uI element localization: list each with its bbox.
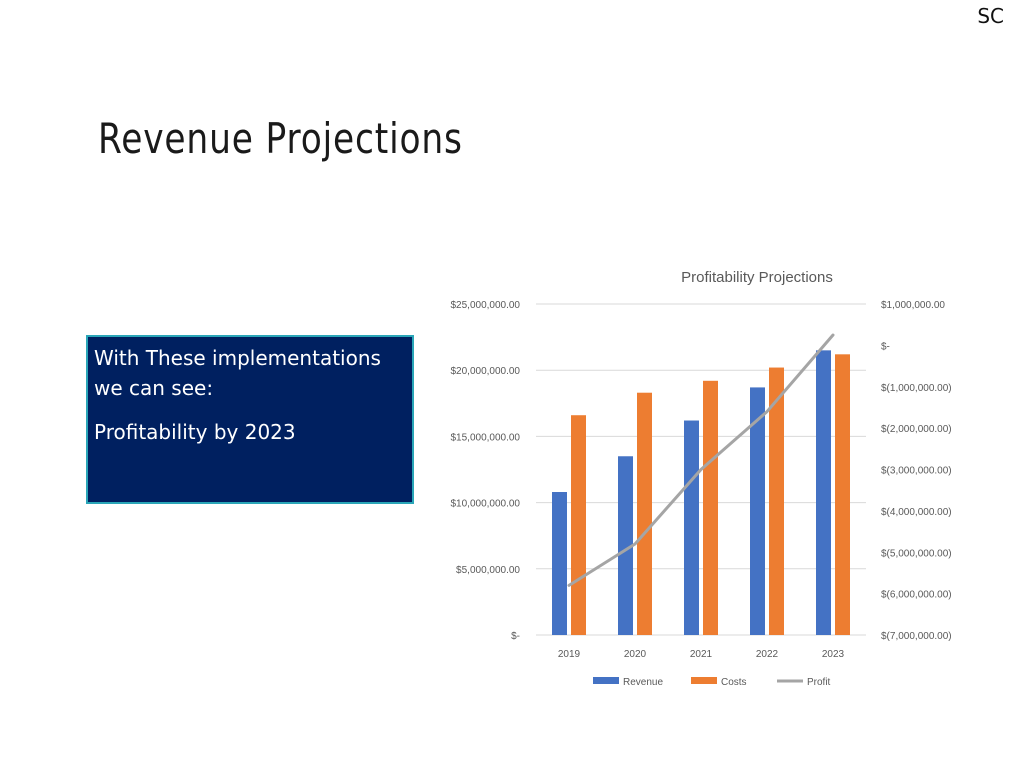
bar-costs-2019 [571,415,586,635]
legend-swatch-costs [691,677,717,684]
callout-box: With These implementations we can see: P… [86,335,414,504]
left-axis-tick-label: $15,000,000.00 [450,432,520,443]
bar-costs-2021 [703,380,718,635]
right-axis-tick-label: $(2,000,000.00) [881,424,952,435]
left-axis-tick-label: $5,000,000.00 [456,565,520,576]
right-axis-tick-label: $(7,000,000.00) [881,631,952,642]
bar-revenue-2019 [552,492,567,635]
corner-mark: SC [977,4,1004,28]
chart-title: Profitability Projections [681,269,833,286]
right-axis-tick-label: $(4,000,000.00) [881,507,952,518]
bar-costs-2022 [769,367,784,635]
right-axis-tick-label: $1,000,000.00 [881,300,945,311]
right-axis-tick-label: $(5,000,000.00) [881,548,952,559]
right-axis-tick-label: $(1,000,000.00) [881,383,952,394]
x-axis-tick-label: 2022 [756,649,779,660]
right-axis-tick-label: $(6,000,000.00) [881,590,952,601]
legend-label: Revenue [623,677,663,688]
bar-revenue-2022 [750,387,765,635]
right-axis-tick-label: $(3,000,000.00) [881,466,952,477]
left-axis-tick-label: $10,000,000.00 [450,499,520,510]
left-axis-tick-label: $20,000,000.00 [450,366,520,377]
right-axis-tick-label: $- [881,341,890,352]
left-axis-tick-label: $25,000,000.00 [450,300,520,311]
x-axis-tick-label: 2019 [558,649,581,660]
left-axis-tick-label: $- [511,631,520,642]
series-line-profit [567,333,835,587]
callout-text: With These implementations we can see: [94,346,381,400]
x-axis-tick-label: 2023 [822,649,845,660]
legend-label: Costs [721,677,747,688]
bar-revenue-2021 [684,420,699,635]
legend-label: Profit [807,677,831,688]
bar-costs-2023 [835,354,850,635]
callout-highlight: Profitability by 2023 [94,420,296,444]
bar-revenue-2023 [816,350,831,635]
bar-costs-2020 [637,392,652,635]
x-axis-tick-label: 2021 [690,649,713,660]
legend-swatch-revenue [593,677,619,684]
bar-revenue-2020 [618,456,633,635]
slide-title: Revenue Projections [98,114,463,163]
x-axis-tick-label: 2020 [624,649,647,660]
